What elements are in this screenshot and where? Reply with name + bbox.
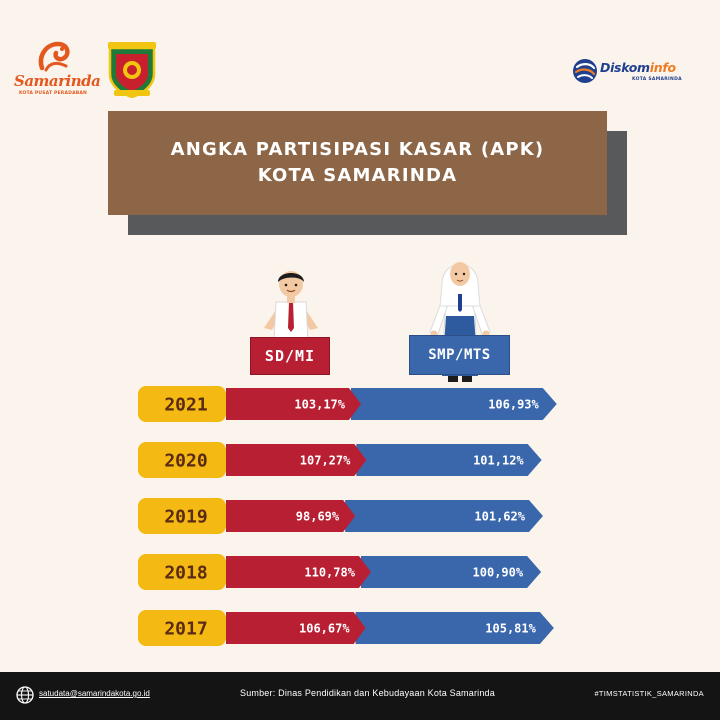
value-smp-2019: 101,62% [474,510,525,524]
bar-sd-2018 [226,556,371,588]
wave-swirl-icon [38,41,70,72]
kota-samarinda-crest-icon [108,42,156,98]
value-sd-2017: 106,67% [299,622,350,636]
year-label-2019: 2019 [164,507,207,528]
samarinda-logo-tagline: KOTA PUSAT PERADABAN [18,91,88,96]
diskominfo-logo-word: Diskominfo [600,60,676,75]
bar-sd-2017 [226,612,366,644]
samarinda-logo: Samarinda KOTA PUSAT PERADABAN [14,40,101,102]
year-badge-2018 [138,554,226,590]
value-smp-2017: 105,81% [485,622,536,636]
bar-smp-2021 [351,388,557,420]
bar-sd-2020 [226,444,367,476]
samarinda-logo-word: Samarinda [14,72,101,90]
elementary-student-icon [264,271,318,340]
bar-sd-2019 [226,500,356,532]
page-title-line2: KOTA SAMARINDA [257,165,458,186]
bar-sd-2021 [226,388,361,420]
value-smp-2021: 106,93% [488,398,539,412]
diskominfo-logo: Diskominfo KOTA SAMARINDA [572,58,692,88]
bar-smp-2020 [356,444,542,476]
sd-mi-label: SD/MI [250,337,330,375]
bar-smp-2018 [360,556,542,588]
footer-bar: satudata@samarindakota.go.id Sumber: Din… [0,672,720,720]
year-badge-2020 [138,442,226,478]
globe-icon [16,686,34,704]
page-title-line1: ANGKA PARTISIPASI KASAR (APK) [170,139,545,160]
value-sd-2018: 110,78% [304,566,355,580]
value-smp-2020: 101,12% [473,454,524,468]
bar-smp-2017 [355,612,554,644]
footer-email-link[interactable]: satudata@samarindakota.go.id [39,689,150,698]
value-sd-2020: 107,27% [300,454,351,468]
title-banner: ANGKA PARTISIPASI KASAR (APK) KOTA SAMAR… [108,111,607,215]
diskominfo-logo-subtitle: KOTA SAMARINDA [632,77,682,82]
year-badge-2021 [138,386,226,422]
year-badge-2019 [138,498,226,534]
smp-mts-label: SMP/MTS [409,335,510,375]
bar-smp-2019 [345,500,543,532]
value-sd-2021: 103,17% [294,398,345,412]
value-sd-2019: 98,69% [296,510,340,524]
diskominfo-word-a: Diskom [600,60,650,75]
footer-source-text: Sumber: Dinas Pendidikan dan Kebudayaan … [240,688,495,698]
diskominfo-globe-icon [573,59,597,83]
year-label-2020: 2020 [164,451,207,472]
year-label-2021: 2021 [164,395,207,416]
year-badge-2017 [138,610,226,646]
value-smp-2018: 100,90% [473,566,524,580]
year-label-2017: 2017 [164,619,207,640]
footer-hashtag: #TIMSTATISTIK_SAMARINDA [594,689,704,698]
diskominfo-word-b: info [649,60,676,75]
year-label-2018: 2018 [164,563,207,584]
